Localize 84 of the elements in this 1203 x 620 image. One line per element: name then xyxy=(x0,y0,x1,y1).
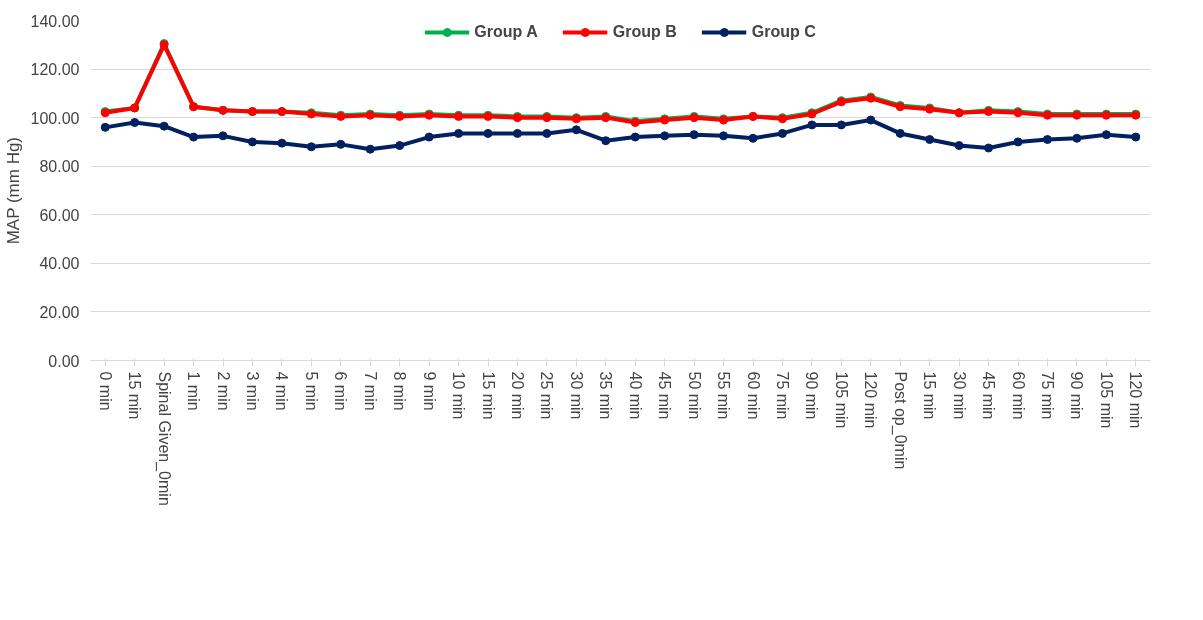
x-tick-label: 40 min xyxy=(626,371,644,420)
x-tick-label: Post op_0min xyxy=(890,371,909,470)
x-tick-label: 120 min xyxy=(862,371,880,429)
point xyxy=(777,128,787,138)
point xyxy=(1072,133,1082,143)
y-tick-label: 40.00 xyxy=(39,255,80,273)
x-tick-label: 10 min xyxy=(450,371,468,420)
point xyxy=(395,141,405,151)
y-axis-title: MAP (mm Hg) xyxy=(3,136,23,245)
x-tick-label: Spinal Given_0min xyxy=(154,371,173,506)
point xyxy=(454,128,464,138)
y-tick-label: 0.00 xyxy=(48,352,80,370)
point xyxy=(218,131,228,141)
point xyxy=(984,143,994,153)
point xyxy=(247,137,257,147)
y-tick-label: 100.00 xyxy=(30,109,80,127)
point xyxy=(277,138,287,148)
point xyxy=(306,142,316,152)
point xyxy=(866,115,876,125)
x-tick-label: 45 min xyxy=(980,371,998,420)
legend-label: Group B xyxy=(612,23,677,41)
x-tick-label: 90 min xyxy=(803,371,821,420)
point xyxy=(159,121,169,131)
point xyxy=(483,128,493,138)
x-tick-label: 120 min xyxy=(1127,371,1145,429)
point xyxy=(100,122,110,132)
x-tick-label: 45 min xyxy=(656,371,674,420)
x-tick-label: 105 min xyxy=(1097,371,1115,429)
y-tick-label: 80.00 xyxy=(39,158,80,176)
point xyxy=(807,120,817,130)
x-tick-label: 15 min xyxy=(479,371,497,420)
point xyxy=(571,125,581,135)
legend-label: Group C xyxy=(751,23,816,41)
x-tick-label: 5 min xyxy=(302,371,320,411)
x-tick-label: 7 min xyxy=(361,371,379,411)
point xyxy=(1013,137,1023,147)
x-tick-label: 4 min xyxy=(273,371,291,411)
point xyxy=(954,141,964,151)
x-tick-label: 15 min xyxy=(126,371,144,420)
point xyxy=(512,128,522,138)
point xyxy=(424,132,434,142)
point xyxy=(189,132,199,142)
x-tick-label: 2 min xyxy=(214,371,232,411)
x-tick-label: 30 min xyxy=(950,371,968,420)
y-tick-label: 60.00 xyxy=(39,206,80,224)
point xyxy=(1042,135,1052,144)
point xyxy=(542,128,552,138)
point xyxy=(895,128,905,138)
point xyxy=(719,131,729,141)
x-tick-label: 15 min xyxy=(921,371,939,420)
x-tick-label: 75 min xyxy=(773,371,791,420)
point xyxy=(748,133,758,143)
point xyxy=(925,135,935,144)
point xyxy=(336,139,346,149)
y-tick-label: 120.00 xyxy=(30,61,80,79)
legend-label: Group A xyxy=(474,23,538,41)
x-tick-label: 0 min xyxy=(96,371,114,411)
point xyxy=(1131,132,1141,142)
x-tick-label: 105 min xyxy=(832,371,850,429)
point xyxy=(601,136,611,146)
x-tick-label: 60 min xyxy=(744,371,762,420)
y-tick-label: 20.00 xyxy=(39,303,80,321)
x-tick-label: 1 min xyxy=(185,371,203,411)
point xyxy=(365,144,375,154)
point xyxy=(689,130,699,140)
x-tick-label: 9 min xyxy=(420,371,438,411)
point xyxy=(660,131,670,141)
point xyxy=(130,118,140,127)
x-tick-label: 8 min xyxy=(391,371,409,411)
point xyxy=(630,132,640,142)
x-tick-label: 50 min xyxy=(685,371,703,420)
x-tick-label: 20 min xyxy=(508,371,526,420)
x-tick-label: 25 min xyxy=(538,371,556,420)
x-tick-label: 6 min xyxy=(332,371,350,411)
x-tick-label: 90 min xyxy=(1068,371,1086,420)
y-tick-label: 140.00 xyxy=(30,12,80,30)
x-tick-label: 55 min xyxy=(715,371,733,420)
x-tick-label: 3 min xyxy=(243,371,261,411)
x-tick-label: 35 min xyxy=(597,371,615,420)
x-tick-label: 30 min xyxy=(567,371,585,420)
point xyxy=(836,120,846,130)
x-tick-label: 75 min xyxy=(1038,371,1056,420)
x-tick-label: 60 min xyxy=(1009,371,1027,420)
point xyxy=(1101,130,1111,140)
